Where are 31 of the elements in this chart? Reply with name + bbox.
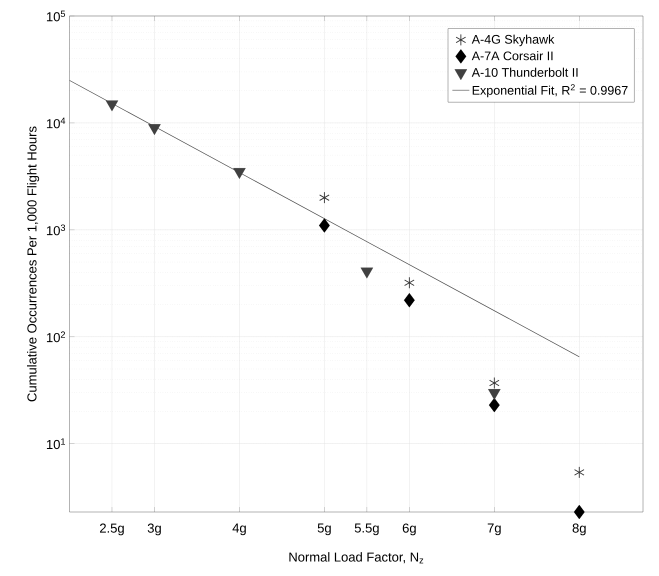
legend-label: A-10 Thunderbolt II [472, 68, 578, 77]
x-tick-label: 5g [318, 524, 331, 536]
point [488, 398, 500, 412]
point [404, 292, 415, 308]
point [489, 377, 500, 389]
x-axis-title: Normal Load Factor, N$_{z}$ [289, 552, 424, 564]
y-tick-label: 10$^{3}$ [46, 224, 66, 236]
legend-label: A-4G Skyhawk [472, 34, 554, 46]
x-tick-label: 8g [572, 524, 586, 536]
x-tick-label: 5.5g [354, 524, 379, 536]
point [319, 192, 330, 204]
y-tick-label: 10$^{2}$ [46, 331, 66, 342]
x-tick-label: 4g [232, 524, 246, 536]
x-tick-label: 6g [402, 524, 416, 536]
y-tick-label: 10$^{4}$ [46, 118, 66, 128]
legend-label: A-7A Corsair II [472, 51, 552, 60]
point [148, 124, 161, 136]
y-tick-label: 10$^{5}$ [46, 10, 66, 22]
y-tick-label: 10$^{1}$ [46, 438, 66, 450]
y-axis-title: Cumulative Occurrences Per 1,000 Flight Hours [27, 126, 40, 402]
point [360, 268, 374, 278]
point [318, 218, 330, 233]
legend-label: Exponential Fit, R$^{2}$ = 0.9967 [472, 84, 628, 98]
x-tick-label: 7g [488, 524, 501, 536]
x-tick-label: 2.5g [100, 524, 124, 536]
point [233, 168, 246, 179]
x-tick-label: 3g [148, 524, 161, 536]
point [574, 504, 585, 520]
point [404, 276, 415, 289]
point [574, 466, 584, 478]
point [106, 100, 118, 112]
